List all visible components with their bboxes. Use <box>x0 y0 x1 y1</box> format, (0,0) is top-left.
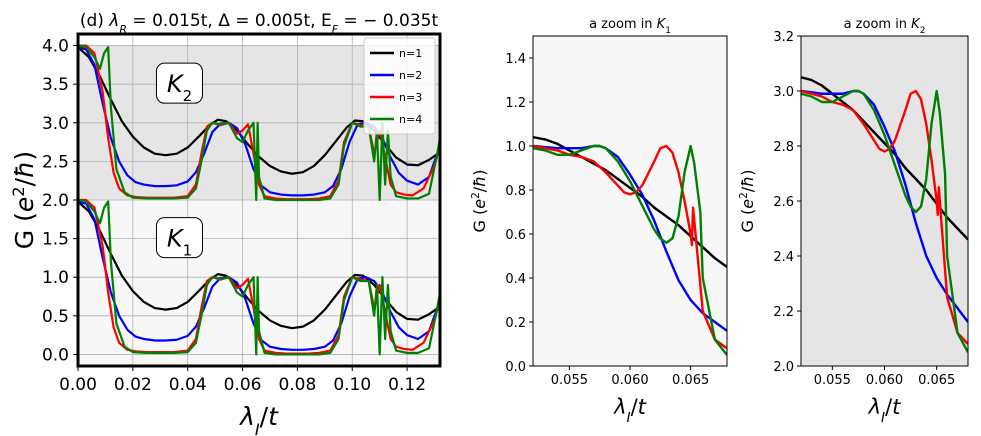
x-tick-label: 0.065 <box>672 373 709 388</box>
y-tick-label: 1.2 <box>505 96 526 111</box>
y-tick-label: 0.2 <box>505 316 526 331</box>
y-tick-label: 1.0 <box>505 140 526 155</box>
zoom-chart-1: 0.055 0.060 0.065 0.0 0.2 0.4 0.6 0.8 1.0 1.2 1.4 a… <box>470 17 728 426</box>
y-tick-label: 1.0 <box>42 268 69 288</box>
chart-title: (d) λR = 0.015t, Δ = 0.005t, EF = − 0.03… <box>80 11 439 36</box>
legend: n=1 n=2 n=3 n=4 <box>363 37 436 135</box>
legend-label: n=4 <box>399 113 422 126</box>
series-line-n=3 <box>533 144 727 350</box>
y-tick-label: 0.0 <box>42 345 69 365</box>
y-tick-label: 2.5 <box>42 152 69 172</box>
legend-label: n=1 <box>399 47 422 60</box>
x-tick-label: 0.065 <box>918 373 955 388</box>
chart-title: a zoom in K1 <box>589 17 671 36</box>
y-tick-label: 2.0 <box>42 191 69 211</box>
y-axis-label-text: G (e2/ħ) <box>9 151 40 249</box>
zoom-chart-2: 0.055 0.060 0.065 2.0 2.2 2.4 2.6 2.8 3.0 3.2 a zo… <box>738 17 969 426</box>
k-label-box <box>155 62 203 104</box>
x-tick-label: 0.02 <box>114 375 152 395</box>
x-tick-label: 0.08 <box>278 375 316 395</box>
k-label: K2 <box>167 70 192 105</box>
series-line-n=3 <box>801 89 968 345</box>
plot-background <box>533 36 727 366</box>
series-line-n=4 <box>533 144 727 356</box>
y-tick-label: 2.0 <box>773 360 794 375</box>
x-tick-label: 0.060 <box>866 373 903 388</box>
legend-label: n=2 <box>399 69 422 82</box>
y-tick-label: 2.2 <box>773 305 794 320</box>
legend-box <box>363 37 436 135</box>
x-axis-label: λI/t <box>613 395 647 426</box>
y-tick-label: 2.6 <box>773 195 794 210</box>
y-tick-label: 1.4 <box>505 52 526 67</box>
y-tick-label: 3.5 <box>42 75 69 95</box>
x-tick-label: 0.10 <box>333 375 371 395</box>
y-tick-label: 0.5 <box>42 307 69 327</box>
y-tick-label: 0.6 <box>505 228 526 243</box>
y-tick-label: 3.2 <box>773 30 794 45</box>
y-axis-label: G (e2/ħ) <box>9 151 40 249</box>
y-axis-label-text: G (e2/ħ) <box>738 170 757 233</box>
x-tick-label: 0.04 <box>169 375 207 395</box>
main-chart: 0.00 0.02 0.04 0.06 0.08 0.10 0.12 0.0 0.5 1.0 1.5… <box>9 11 442 436</box>
y-axis-label-text: G (e2/ħ) <box>470 170 489 233</box>
y-tick-label: 1.5 <box>42 230 69 250</box>
k-label: K1 <box>167 225 192 260</box>
x-tick-label: 0.060 <box>611 373 648 388</box>
legend-label: n=3 <box>399 91 422 104</box>
x-tick-label: 0.055 <box>814 373 851 388</box>
chart-title: a zoom in K2 <box>844 17 926 36</box>
y-tick-label: 0.8 <box>505 184 526 199</box>
k-label-box <box>155 217 203 259</box>
x-tick-label: 0.12 <box>388 375 426 395</box>
x-tick-label: 0.00 <box>59 375 97 395</box>
series-line-n=2 <box>801 89 968 323</box>
y-axis-label: G (e2/ħ) <box>470 170 489 233</box>
series-group <box>801 76 968 353</box>
y-tick-label: 2.4 <box>773 250 794 265</box>
y-tick-label: 3.0 <box>773 85 794 100</box>
x-axis-label: λI/t <box>868 395 902 426</box>
y-tick-label: 4.0 <box>42 37 69 57</box>
series-line-n=4-K2 <box>78 44 440 202</box>
y-axis-label: G (e2/ħ) <box>738 170 757 233</box>
y-tick-label: 0.4 <box>505 272 526 287</box>
series-group <box>533 136 727 356</box>
series-group <box>78 44 440 356</box>
x-tick-label: 0.055 <box>551 373 588 388</box>
series-line-n=4-K1 <box>78 198 440 356</box>
y-tick-label: 2.8 <box>773 140 794 155</box>
y-tick-label: 0.0 <box>505 360 526 375</box>
plot-background <box>801 36 968 366</box>
y-tick-label: 3.0 <box>42 114 69 134</box>
x-tick-label: 0.06 <box>224 375 262 395</box>
x-axis-label: λI/t <box>238 402 279 436</box>
series-line-n=4 <box>801 89 968 353</box>
